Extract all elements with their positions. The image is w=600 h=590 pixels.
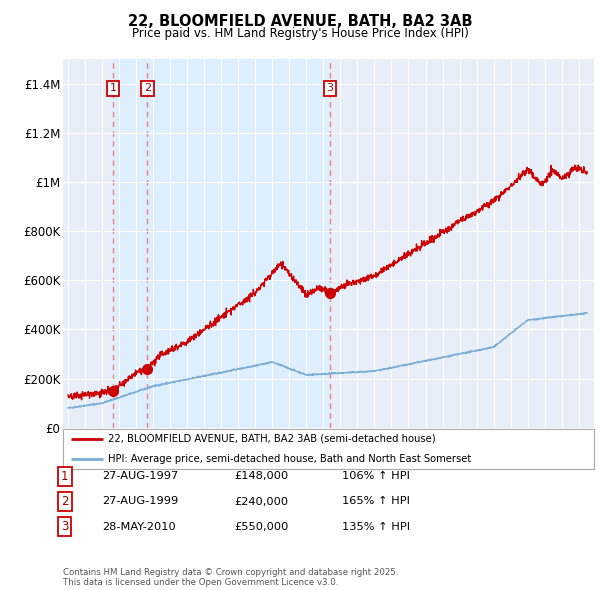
Text: 1: 1 (110, 84, 117, 93)
Text: 2: 2 (61, 495, 68, 508)
Text: 1: 1 (61, 470, 68, 483)
Text: 165% ↑ HPI: 165% ↑ HPI (342, 497, 410, 506)
Text: 28-MAY-2010: 28-MAY-2010 (102, 522, 176, 532)
Text: 106% ↑ HPI: 106% ↑ HPI (342, 471, 410, 481)
Text: 3: 3 (61, 520, 68, 533)
Text: HPI: Average price, semi-detached house, Bath and North East Somerset: HPI: Average price, semi-detached house,… (108, 454, 472, 464)
Text: 135% ↑ HPI: 135% ↑ HPI (342, 522, 410, 532)
Text: £240,000: £240,000 (234, 497, 288, 506)
Text: 3: 3 (326, 84, 334, 93)
Text: 22, BLOOMFIELD AVENUE, BATH, BA2 3AB (semi-detached house): 22, BLOOMFIELD AVENUE, BATH, BA2 3AB (se… (108, 434, 436, 444)
Bar (147, 59, 330, 428)
Text: £148,000: £148,000 (234, 471, 288, 481)
Text: 2: 2 (143, 84, 151, 93)
Text: £550,000: £550,000 (234, 522, 289, 532)
Text: 27-AUG-1997: 27-AUG-1997 (102, 471, 178, 481)
Text: 27-AUG-1999: 27-AUG-1999 (102, 497, 178, 506)
Text: Contains HM Land Registry data © Crown copyright and database right 2025.
This d: Contains HM Land Registry data © Crown c… (63, 568, 398, 587)
Text: Price paid vs. HM Land Registry's House Price Index (HPI): Price paid vs. HM Land Registry's House … (131, 27, 469, 40)
Bar (113, 59, 147, 428)
Text: 22, BLOOMFIELD AVENUE, BATH, BA2 3AB: 22, BLOOMFIELD AVENUE, BATH, BA2 3AB (128, 14, 472, 28)
